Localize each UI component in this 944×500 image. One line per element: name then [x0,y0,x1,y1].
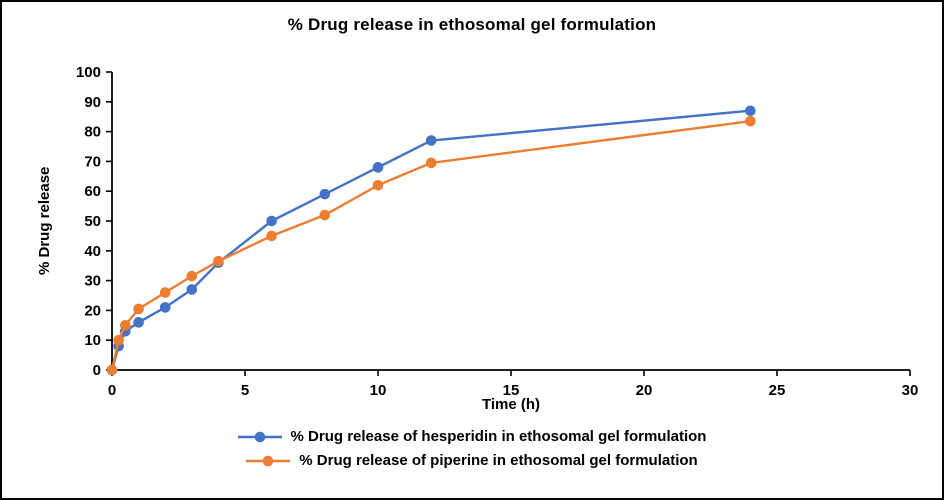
data-point [266,215,277,227]
y-tick-label: 0 [93,362,101,379]
y-tick-label: 60 [84,183,101,200]
data-point [745,105,756,117]
data-point [319,209,331,221]
x-tick-label: 5 [241,382,249,399]
y-tick-label: 100 [76,64,101,81]
legend-marker-hesperidin [237,431,282,443]
data-point [213,255,224,267]
x-tick-label: 25 [769,382,786,399]
y-tick-label: 90 [84,94,101,111]
data-point [266,230,277,242]
y-tick-label: 70 [84,153,101,170]
data-point [159,302,171,313]
data-point [186,284,198,295]
legend-item-piperine: % Drug release of piperine in ethosomal … [246,452,698,469]
legend: % Drug release of hesperidin in ethosoma… [2,428,942,469]
data-point [120,320,131,331]
y-axis-title: % Drug release [36,166,53,276]
data-point [372,179,384,191]
legend-item-hesperidin: % Drug release of hesperidin in ethosoma… [237,428,707,445]
y-tick-label: 30 [84,273,101,290]
data-point [106,364,118,376]
data-point [186,270,198,282]
x-tick-label: 0 [108,382,116,399]
y-tick-label: 10 [84,332,101,349]
data-point [159,287,171,298]
y-tick-label: 40 [84,243,101,260]
y-tick-label: 80 [84,124,101,141]
data-point [425,157,437,169]
data-point [745,115,756,127]
x-tick-label: 10 [370,382,387,399]
x-tick-label: 20 [636,382,653,399]
data-point [425,135,437,146]
legend-label-piperine: % Drug release of piperine in ethosomal … [299,452,698,469]
legend-label-hesperidin: % Drug release of hesperidin in ethosoma… [290,428,707,445]
x-axis-title: Time (h) [481,396,541,413]
y-tick-label: 50 [84,213,101,230]
x-tick-label: 30 [902,382,919,399]
series-line-0 [110,109,752,372]
chart-title: % Drug release in ethosomal gel formulat… [287,15,657,34]
data-point [372,162,384,173]
legend-marker-piperine [246,455,291,467]
data-point [113,334,124,346]
data-point [319,188,331,200]
x-tick-label: 15 [503,382,520,399]
y-tick-label: 20 [84,302,101,319]
data-point [133,317,144,328]
data-point [133,303,144,315]
